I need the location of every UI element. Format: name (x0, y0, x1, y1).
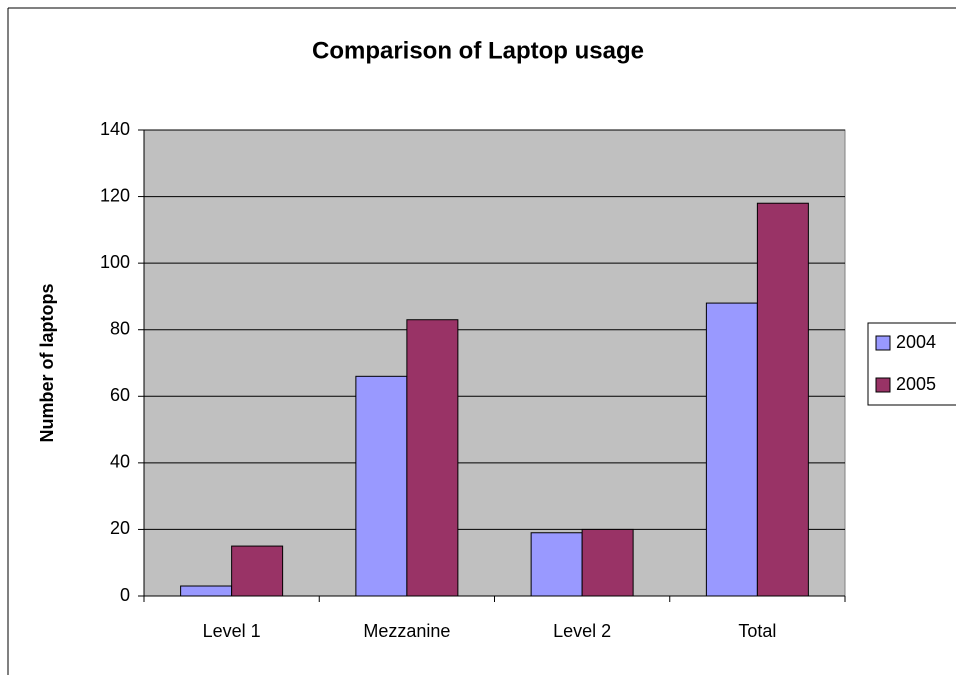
y-tick-label: 120 (100, 185, 130, 205)
x-tick-label: Level 1 (203, 621, 261, 641)
bar (180, 585, 233, 597)
y-tick-label: 0 (120, 585, 130, 605)
chart-title: Comparison of Laptop usage (312, 37, 644, 64)
x-tick-label: Total (738, 621, 776, 641)
bar (231, 545, 284, 597)
bar (581, 528, 634, 597)
bar (530, 532, 583, 597)
x-tick-label: Level 2 (553, 621, 611, 641)
y-tick-label: 60 (110, 385, 130, 405)
legend-swatch (875, 377, 891, 393)
legend-label: 2004 (896, 332, 936, 352)
y-tick-label: 140 (100, 119, 130, 139)
bar (355, 375, 408, 597)
y-tick-label: 100 (100, 252, 130, 272)
bar (406, 319, 459, 597)
legend-label: 2005 (896, 374, 936, 394)
bar (705, 302, 758, 597)
y-tick-label: 80 (110, 318, 130, 338)
legend-swatch (875, 335, 891, 351)
y-axis-label: Number of laptops (37, 283, 57, 442)
x-tick-label: Mezzanine (363, 621, 450, 641)
y-tick-label: 40 (110, 452, 130, 472)
bar (756, 202, 809, 597)
y-tick-label: 20 (110, 518, 130, 538)
